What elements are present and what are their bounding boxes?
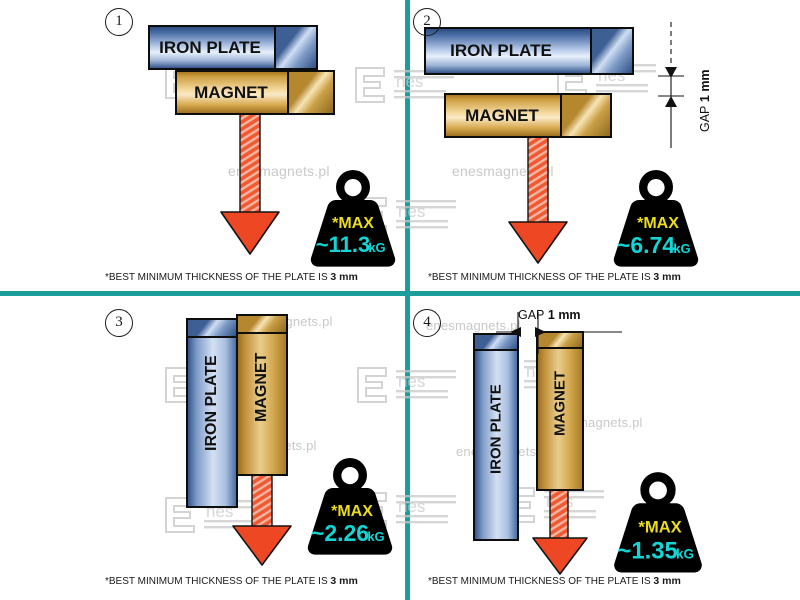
max-force-badge: *MAX ~2.26 kG bbox=[300, 454, 400, 558]
iron-plate-end-face bbox=[590, 27, 634, 75]
svg-text:~2.26: ~2.26 bbox=[311, 520, 369, 546]
magnet-label: MAGNET bbox=[465, 105, 539, 125]
svg-text:*MAX: *MAX bbox=[332, 215, 374, 232]
force-arrow-down bbox=[504, 134, 572, 266]
panel-divider-vertical bbox=[405, 0, 410, 600]
iron-plate-end-face bbox=[186, 318, 238, 338]
svg-text:*MAX: *MAX bbox=[638, 517, 681, 536]
panel-index-3: 3 bbox=[105, 309, 133, 337]
iron-plate-label: IRON PLATE bbox=[159, 37, 261, 57]
max-force-badge: *MAX ~11.3 kG bbox=[303, 166, 403, 270]
panel-4: 4 IRON PLATE MAGNET GAP 1 mm bbox=[410, 296, 800, 600]
max-force-badge: *MAX ~1.35 kG bbox=[606, 468, 710, 576]
footnote-text: *BEST MINIMUM THICKNESS OF THE PLATE IS bbox=[105, 576, 331, 587]
magnet-block: MAGNET bbox=[536, 331, 584, 491]
panel-3: 3 IRON PLATE MAGNET bbox=[0, 296, 405, 600]
iron-plate-label: IRON PLATE bbox=[450, 41, 552, 60]
gap-dimension-marker bbox=[656, 20, 686, 150]
svg-text:nes: nes bbox=[398, 202, 425, 221]
enes-logo-watermark: nes bbox=[352, 360, 464, 408]
magnet-end-face bbox=[236, 314, 288, 334]
magnet-end-face bbox=[560, 93, 612, 138]
svg-text:nes: nes bbox=[398, 497, 425, 516]
svg-text:~1.35: ~1.35 bbox=[617, 537, 677, 564]
enes-logo-watermark: nes bbox=[352, 485, 464, 533]
panel-divider-horizontal bbox=[0, 291, 800, 296]
force-arrow-down bbox=[528, 486, 592, 576]
svg-text:~6.74: ~6.74 bbox=[617, 232, 675, 258]
magnet-block: MAGNET bbox=[236, 314, 288, 476]
iron-plate-label: IRON PLATE bbox=[203, 355, 220, 451]
magnet-label: MAGNET bbox=[194, 82, 268, 102]
panel-index-1: 1 bbox=[105, 8, 133, 36]
panel-footnote: *BEST MINIMUM THICKNESS OF THE PLATE IS … bbox=[428, 575, 681, 587]
svg-text:kG: kG bbox=[367, 529, 384, 544]
footnote-thickness: 3 mm bbox=[330, 575, 358, 587]
gap-prefix: GAP bbox=[698, 105, 712, 132]
footnote-text: *BEST MINIMUM THICKNESS OF THE PLATE IS bbox=[428, 272, 654, 283]
panel-footnote: *BEST MINIMUM THICKNESS OF THE PLATE IS … bbox=[105, 575, 358, 587]
panel-footnote: *BEST MINIMUM THICKNESS OF THE PLATE IS … bbox=[428, 271, 681, 283]
iron-plate-end-face bbox=[274, 25, 318, 70]
magnet-label: MAGNET bbox=[551, 371, 569, 437]
panel-2: 2 IRON PLATE MAGNET GAP 1 mm bbox=[410, 0, 800, 291]
gap-value: 1 mm bbox=[698, 69, 712, 103]
magnet-end-face bbox=[287, 70, 335, 115]
footnote-thickness: 3 mm bbox=[653, 271, 681, 283]
svg-text:*MAX: *MAX bbox=[331, 503, 373, 520]
gap-dimension-label: GAP 1 mm bbox=[698, 69, 712, 132]
svg-text:nes: nes bbox=[398, 372, 425, 391]
gap-prefix: GAP bbox=[518, 308, 545, 322]
panel-index-2: 2 bbox=[413, 8, 441, 36]
footnote-text: *BEST MINIMUM THICKNESS OF THE PLATE IS bbox=[105, 272, 331, 283]
panel-index-4: 4 bbox=[413, 309, 441, 337]
magnet-label: MAGNET bbox=[253, 352, 270, 422]
force-arrow-down bbox=[216, 112, 284, 257]
svg-text:kG: kG bbox=[673, 241, 690, 256]
svg-text:*MAX: *MAX bbox=[637, 215, 679, 232]
svg-text:~11.3: ~11.3 bbox=[316, 232, 370, 257]
gap-value: 1 mm bbox=[547, 308, 581, 322]
svg-text:kG: kG bbox=[368, 240, 385, 255]
max-force-badge: *MAX ~6.74 kG bbox=[606, 166, 706, 270]
panel-footnote: *BEST MINIMUM THICKNESS OF THE PLATE IS … bbox=[105, 271, 358, 283]
footnote-thickness: 3 mm bbox=[330, 271, 358, 283]
svg-text:nes: nes bbox=[396, 72, 423, 91]
iron-plate-label: IRON PLATE bbox=[487, 384, 505, 474]
panel-1: 1 IRON PLATE MAGNET bbox=[0, 0, 405, 291]
site-watermark: enesmagnets.pl bbox=[426, 318, 521, 333]
iron-plate-block: IRON PLATE bbox=[186, 318, 238, 508]
iron-plate-block: IRON PLATE bbox=[473, 333, 519, 541]
force-arrow-down bbox=[228, 472, 296, 568]
footnote-thickness: 3 mm bbox=[653, 575, 681, 587]
gap-dimension-marker bbox=[494, 310, 624, 356]
svg-text:kG: kG bbox=[676, 546, 694, 561]
footnote-text: *BEST MINIMUM THICKNESS OF THE PLATE IS bbox=[428, 576, 654, 587]
gap-dimension-label: GAP 1 mm bbox=[518, 308, 581, 322]
